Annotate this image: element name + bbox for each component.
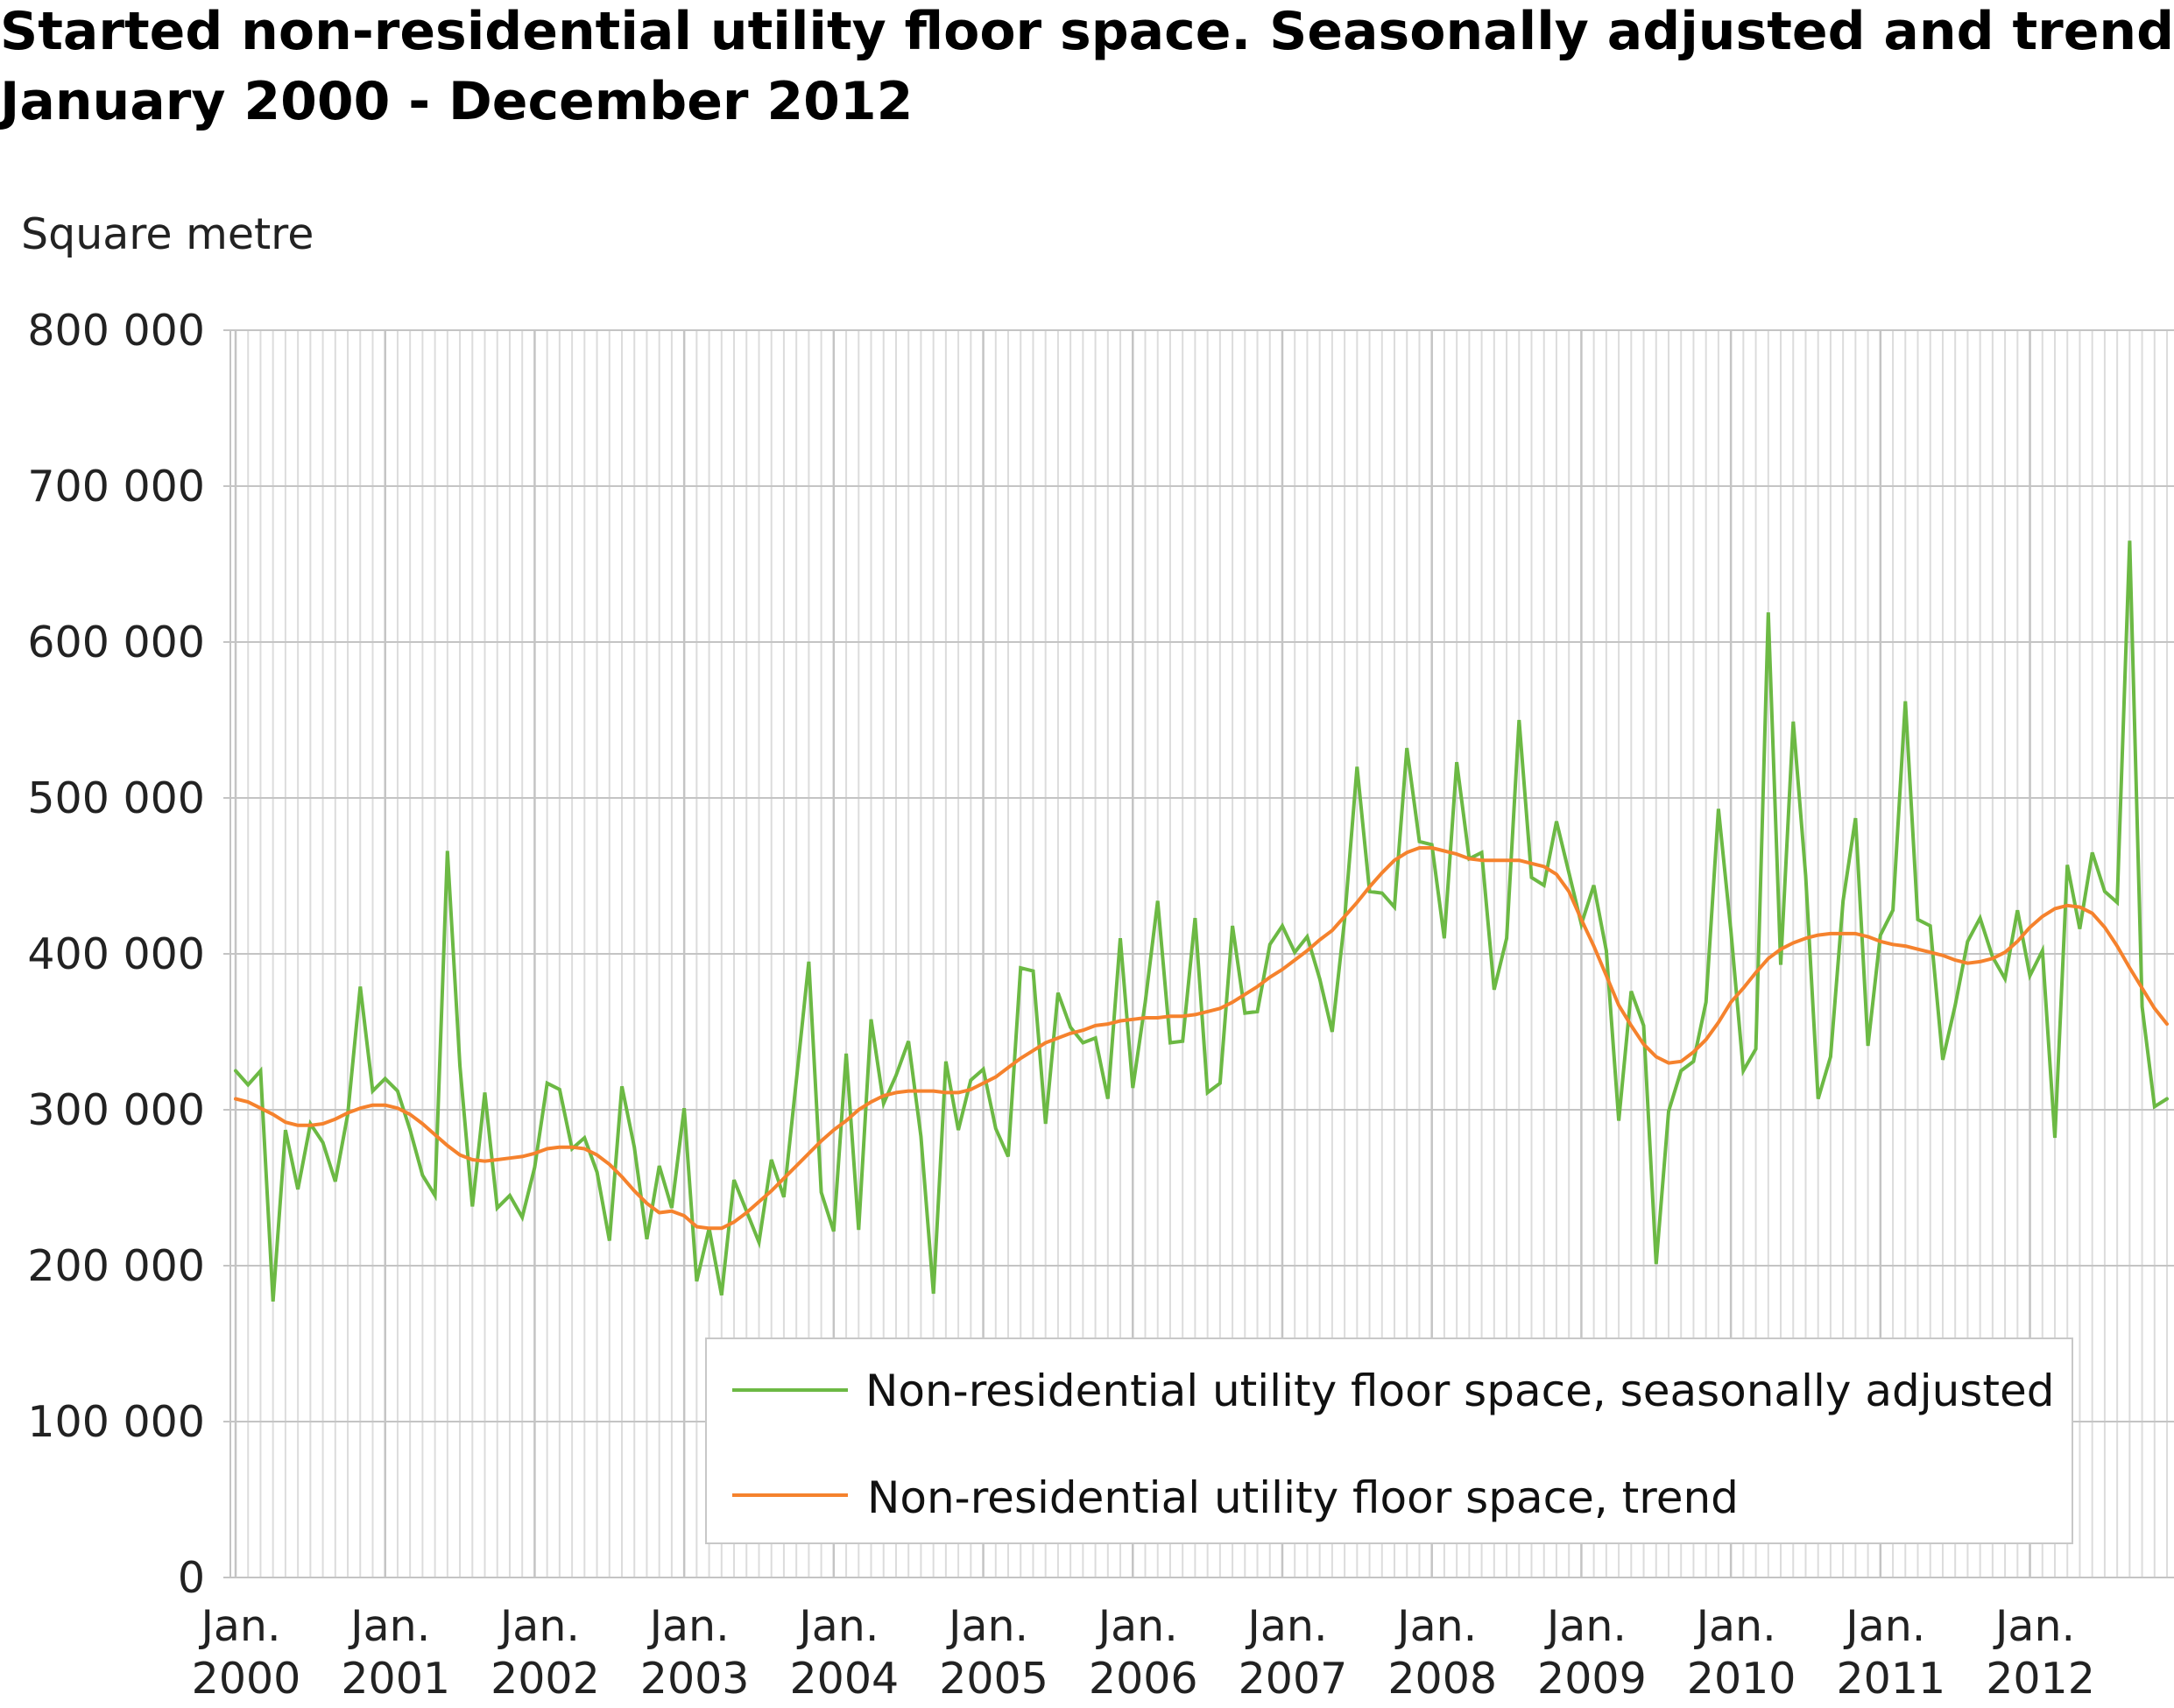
x-tick-label-month: Jan. (1245, 1601, 1327, 1651)
x-tick-label-year: 2010 (1687, 1654, 1796, 1704)
y-tick-label: 500 000 (27, 773, 205, 823)
x-tick-label-year: 2000 (192, 1654, 301, 1704)
x-tick-label-year: 2008 (1387, 1654, 1497, 1704)
x-tick-label-year: 2004 (789, 1654, 899, 1704)
x-tick-label-month: Jan. (198, 1601, 280, 1651)
series-line-trend (234, 846, 2169, 1231)
y-tick-label: 600 000 (27, 618, 205, 667)
x-tick-label-year: 2002 (491, 1654, 600, 1704)
x-tick-label-year: 2009 (1537, 1654, 1647, 1704)
x-axis-ticks: Jan.2000Jan.2001Jan.2002Jan.2003Jan.2004… (192, 1601, 2095, 1704)
y-tick-label: 100 000 (27, 1397, 205, 1447)
x-tick-label-month: Jan. (1544, 1601, 1627, 1651)
legend-label-seasonally-adjusted: Non-residential utility floor space, sea… (865, 1366, 2054, 1416)
chart-title-line-2: January 2000 - December 2012 (0, 71, 913, 132)
x-tick-label-month: Jan. (498, 1601, 580, 1651)
y-axis-ticks: 0 100 000 200 000 300 000 400 000 500 000 600 … (27, 306, 205, 1603)
x-tick-label-month: Jan. (647, 1601, 730, 1651)
x-tick-label-year: 2012 (1986, 1654, 2095, 1704)
x-tick-label-month: Jan. (1096, 1601, 1178, 1651)
x-tick-label-year: 2001 (341, 1654, 450, 1704)
x-tick-label-month: Jan. (348, 1601, 430, 1651)
x-tick-label-year: 2007 (1239, 1654, 1348, 1704)
x-tick-label-year: 2003 (640, 1654, 750, 1704)
x-tick-label-month: Jan. (946, 1601, 1028, 1651)
y-axis-label: Square metre (21, 209, 314, 259)
y-tick-label: 800 000 (27, 306, 205, 356)
x-tick-label-month: Jan. (1694, 1601, 1776, 1651)
series-line-seasonally-adjusted (234, 540, 2169, 1302)
x-tick-label-month: Jan. (1993, 1601, 2075, 1651)
x-tick-label-year: 2011 (1836, 1654, 1945, 1704)
x-tick-label-month: Jan. (1843, 1601, 1925, 1651)
chart-title-line-1: Started non-residential utility floor sp… (0, 1, 2174, 62)
legend-box (705, 1337, 2073, 1544)
y-tick-label: 300 000 (27, 1085, 205, 1135)
y-tick-label: 0 (178, 1553, 205, 1603)
legend-label-trend: Non-residential utility floor space, tre… (867, 1472, 1739, 1523)
x-tick-label-year: 2006 (1089, 1654, 1198, 1704)
y-tick-label: 400 000 (27, 929, 205, 979)
x-tick-label-year: 2005 (939, 1654, 1048, 1704)
legend: Non-residential utility floor space, sea… (705, 1337, 2073, 1544)
y-tick-label: 200 000 (27, 1241, 205, 1291)
x-tick-label-month: Jan. (796, 1601, 879, 1651)
series-lines (234, 540, 2169, 1302)
y-tick-label: 700 000 (27, 462, 205, 512)
x-tick-label-month: Jan. (1394, 1601, 1477, 1651)
